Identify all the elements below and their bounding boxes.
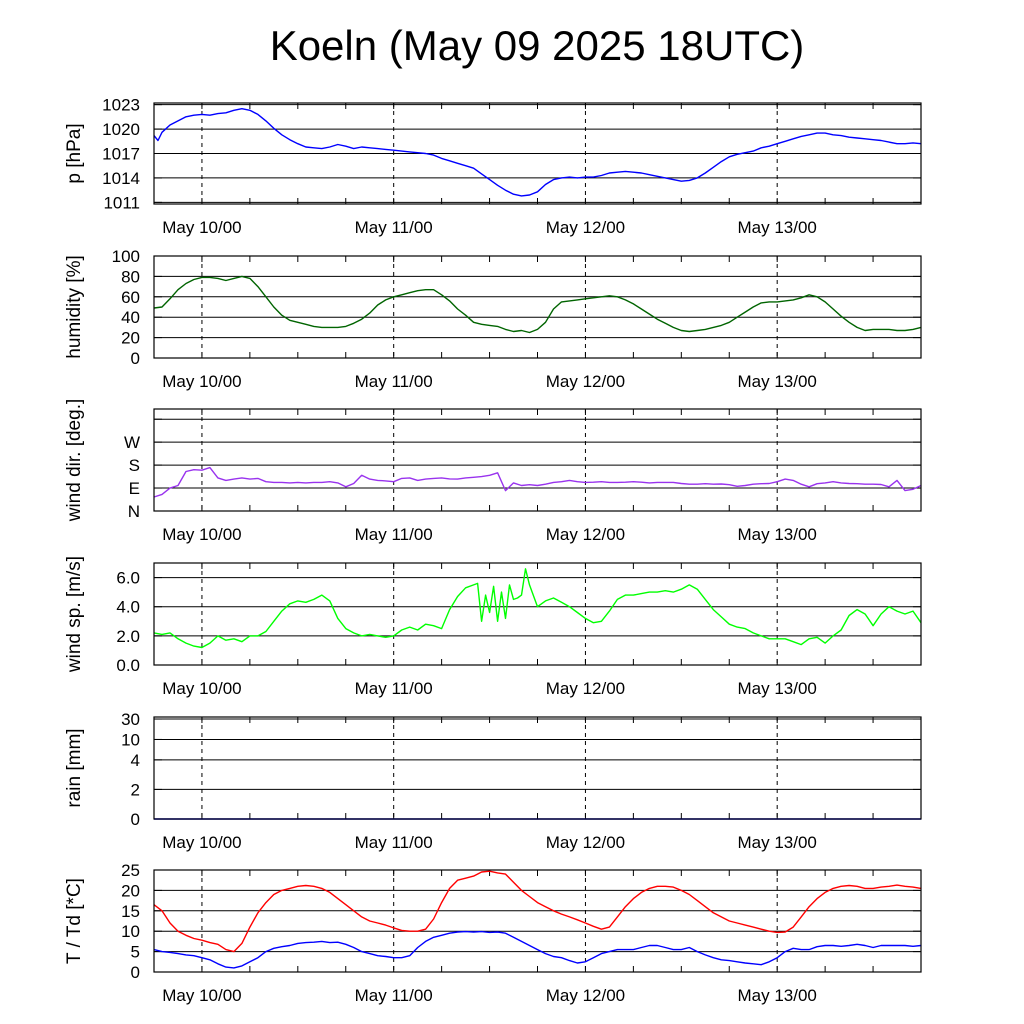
y-tick-label: 4.0 xyxy=(116,598,140,617)
x-tick-label: May 12/00 xyxy=(546,372,625,391)
humidity-series-line xyxy=(153,275,922,334)
y-tick-label: 2.0 xyxy=(116,627,140,646)
y-tick-label: 0.0 xyxy=(116,656,140,675)
y-tick-label: 5 xyxy=(131,943,140,962)
y-tick-label: 25 xyxy=(121,861,140,880)
y-tick-label: 1014 xyxy=(102,169,140,188)
x-tick-label: May 10/00 xyxy=(162,986,241,1005)
y-tick-label: 60 xyxy=(121,288,140,307)
temperature-series-line xyxy=(153,930,922,969)
x-tick-label: May 13/00 xyxy=(737,986,816,1005)
y-tick-label: 40 xyxy=(121,308,140,327)
wind-speed-panel: 6.0 4.0 2.0 0.0 May 10/00 May 11/00 May 12/00 M… xyxy=(64,556,922,698)
y-tick-label: 15 xyxy=(121,902,140,921)
y-tick-label: 4 xyxy=(131,751,140,770)
x-tick-label: May 11/00 xyxy=(355,525,433,544)
x-tick-label: May 11/00 xyxy=(355,986,433,1005)
y-tick-label: 10 xyxy=(121,922,140,941)
x-tick-label: May 12/00 xyxy=(546,525,625,544)
y-tick-label: 20 xyxy=(121,329,140,348)
y-axis-label: wind sp. [m/s] xyxy=(64,556,85,673)
y-tick-label: 1017 xyxy=(102,145,140,164)
y-tick-label: 20 xyxy=(121,881,140,900)
plot-frame xyxy=(153,562,922,666)
plot-frame xyxy=(153,408,922,512)
y-tick-label: N xyxy=(128,502,140,521)
x-tick-label: May 10/00 xyxy=(162,525,241,544)
y-tick-label: 0 xyxy=(131,810,140,829)
plot-frame xyxy=(153,716,922,820)
x-tick-label: May 11/00 xyxy=(355,218,433,237)
y-axis-label: wind dir. [deg.] xyxy=(64,399,85,523)
y-tick-label: 100 xyxy=(112,247,140,266)
y-tick-label: 2 xyxy=(131,780,140,799)
x-tick-label: May 13/00 xyxy=(737,833,816,852)
y-axis-label: T / Td [*C] xyxy=(64,878,85,964)
y-tick-label: 80 xyxy=(121,267,140,286)
y-tick-label: 1011 xyxy=(103,193,140,212)
x-tick-label: May 11/00 xyxy=(355,679,433,698)
chart-title: Koeln (May 09 2025 18UTC) xyxy=(269,22,805,69)
x-tick-label: May 11/00 xyxy=(355,372,433,391)
pressure-series-line xyxy=(153,107,922,197)
x-tick-label: May 10/00 xyxy=(162,679,241,698)
y-tick-label: 1020 xyxy=(102,120,140,139)
y-tick-label: 1023 xyxy=(102,96,140,115)
x-tick-label: May 10/00 xyxy=(162,218,241,237)
plot-frame xyxy=(153,102,922,205)
y-tick-label: 0 xyxy=(131,349,140,368)
y-axis-label: rain [mm] xyxy=(64,728,85,807)
y-tick-label: 6.0 xyxy=(116,569,140,588)
pressure-panel: 1023 1020 1017 1014 1011 May 10/00 May 11/00 Ma… xyxy=(64,96,922,237)
plot-frame xyxy=(153,869,922,973)
plot-frame xyxy=(153,255,922,359)
x-tick-label: May 10/00 xyxy=(162,833,241,852)
y-axis-label: humidity [%] xyxy=(64,255,85,358)
y-tick-label: 30 xyxy=(121,710,140,729)
x-tick-label: May 12/00 xyxy=(546,679,625,698)
y-tick-label: W xyxy=(124,433,140,452)
wind-speed-series-line xyxy=(153,568,922,649)
y-tick-label: 10 xyxy=(121,730,140,749)
x-tick-label: May 13/00 xyxy=(737,218,816,237)
y-tick-label: 0 xyxy=(131,963,140,982)
x-tick-label: May 12/00 xyxy=(546,986,625,1005)
x-tick-label: May 12/00 xyxy=(546,833,625,852)
x-tick-label: May 13/00 xyxy=(737,525,816,544)
y-tick-label: S xyxy=(129,456,140,475)
y-tick-label: E xyxy=(129,479,140,498)
temperature-series-line xyxy=(153,870,922,953)
x-tick-label: May 13/00 xyxy=(737,372,816,391)
y-axis-label: p [hPa] xyxy=(64,123,85,183)
x-tick-label: May 12/00 xyxy=(546,218,625,237)
x-tick-label: May 10/00 xyxy=(162,372,241,391)
x-tick-label: May 13/00 xyxy=(737,679,816,698)
wind-dir-series-line xyxy=(153,466,922,498)
x-tick-label: May 11/00 xyxy=(355,833,433,852)
